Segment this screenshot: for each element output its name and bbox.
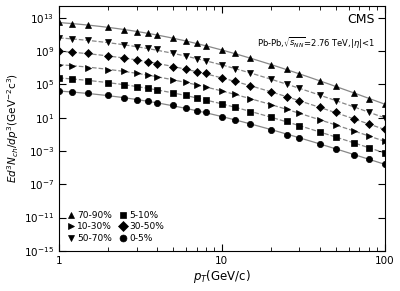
Text: CMS: CMS [347, 13, 375, 26]
Text: Pb-Pb,$\sqrt{s_{NN}}$=2.76 TeV,|$\eta$|<1: Pb-Pb,$\sqrt{s_{NN}}$=2.76 TeV,|$\eta$|<… [257, 35, 375, 50]
Y-axis label: $Ed^3N_{ch}/dp^3$(GeV$^{-2}$c$^3$): $Ed^3N_{ch}/dp^3$(GeV$^{-2}$c$^3$) [6, 73, 21, 183]
Legend: 70-90%, 10-30%, 50-70%, 5-10%, 30-50%, 0-5%: 70-90%, 10-30%, 50-70%, 5-10%, 30-50%, 0… [64, 207, 168, 246]
X-axis label: $p_{T}$(GeV/c): $p_{T}$(GeV/c) [193, 268, 251, 285]
